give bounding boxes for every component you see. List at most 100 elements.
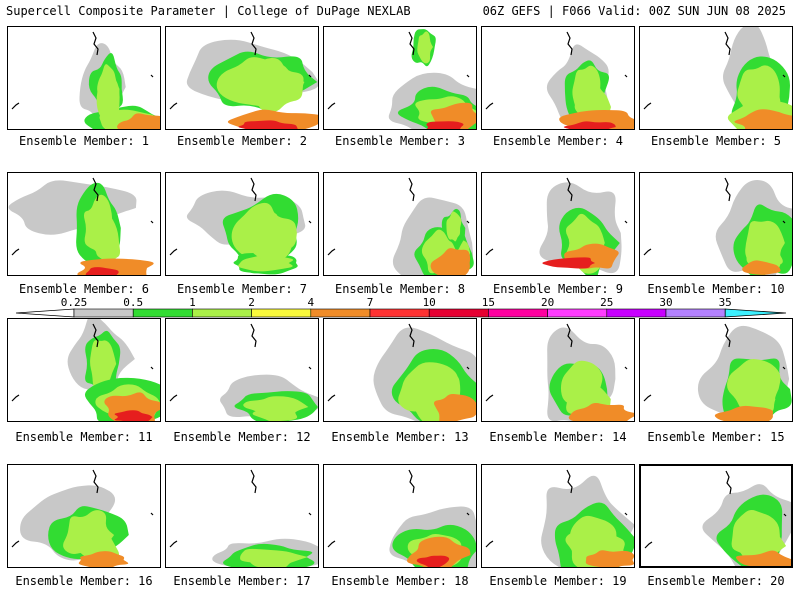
lake-michigan-coast bbox=[408, 323, 415, 348]
member-panel-7[interactable] bbox=[165, 172, 319, 276]
member-map-17 bbox=[169, 469, 318, 567]
member-panel-20[interactable] bbox=[639, 464, 793, 568]
lake-michigan-coast bbox=[566, 469, 573, 494]
lake-michigan-coast bbox=[250, 323, 257, 348]
coast-dot bbox=[150, 220, 154, 224]
lake-michigan-coast bbox=[408, 469, 415, 494]
gulf-coast-segment bbox=[643, 248, 652, 256]
member-panel-5[interactable] bbox=[639, 26, 793, 130]
member-caption-8: Ensemble Member: 8 bbox=[334, 282, 466, 296]
scp-contour-fill bbox=[238, 120, 298, 129]
member-panel-14[interactable] bbox=[481, 318, 635, 422]
legend-swatch bbox=[428, 308, 489, 318]
member-map-12 bbox=[169, 323, 318, 421]
coast-dot bbox=[783, 513, 787, 517]
member-panel-10[interactable] bbox=[639, 172, 793, 276]
legend-tick-label: 4 bbox=[307, 296, 314, 309]
lake-michigan-coast bbox=[724, 177, 731, 202]
lake-michigan-coast bbox=[250, 177, 257, 202]
scp-contour-fill bbox=[251, 213, 294, 262]
member-map-6 bbox=[8, 177, 154, 275]
member-caption-7: Ensemble Member: 7 bbox=[176, 282, 308, 296]
member-caption-12: Ensemble Member: 12 bbox=[173, 430, 311, 444]
lake-michigan-coast bbox=[92, 323, 99, 348]
member-caption-9: Ensemble Member: 9 bbox=[492, 282, 624, 296]
coast-dot bbox=[466, 74, 470, 78]
gulf-coast-segment bbox=[643, 102, 652, 110]
member-panel-1[interactable] bbox=[7, 26, 161, 130]
lake-michigan-coast bbox=[566, 177, 573, 202]
member-caption-17: Ensemble Member: 17 bbox=[173, 574, 311, 588]
member-panel-15[interactable] bbox=[639, 318, 793, 422]
member-panel-16[interactable] bbox=[7, 464, 161, 568]
coast-dot bbox=[150, 512, 154, 516]
scp-contour-fill bbox=[96, 78, 120, 124]
scp-contour-fill bbox=[241, 57, 304, 113]
scp-contour-fill bbox=[542, 257, 595, 269]
member-panel-13[interactable] bbox=[323, 318, 477, 422]
legend-swatch bbox=[192, 308, 252, 318]
member-panel-12[interactable] bbox=[165, 318, 319, 422]
member-panel-2[interactable] bbox=[165, 26, 319, 130]
coast-dot bbox=[782, 220, 786, 224]
member-caption-10: Ensemble Member: 10 bbox=[647, 282, 785, 296]
member-panel-9[interactable] bbox=[481, 172, 635, 276]
gulf-coast-segment bbox=[169, 248, 178, 256]
lake-michigan-coast bbox=[724, 31, 731, 56]
member-caption-19: Ensemble Member: 19 bbox=[489, 574, 627, 588]
scp-contour-fill bbox=[742, 260, 781, 275]
gulf-coast-segment bbox=[644, 541, 653, 549]
legend-tick-label: 2 bbox=[248, 296, 255, 309]
member-map-10 bbox=[643, 177, 792, 275]
member-panel-4[interactable] bbox=[481, 26, 635, 130]
member-panel-11[interactable] bbox=[7, 318, 161, 422]
member-panel-18[interactable] bbox=[323, 464, 477, 568]
member-map-8 bbox=[327, 177, 474, 275]
gulf-coast-segment bbox=[169, 394, 178, 402]
lake-michigan-coast bbox=[725, 470, 732, 495]
member-panel-6[interactable] bbox=[7, 172, 161, 276]
legend-swatch bbox=[369, 308, 430, 318]
legend-swatch bbox=[665, 308, 726, 318]
scp-contour-fill bbox=[433, 393, 476, 421]
gulf-coast-segment bbox=[169, 102, 178, 110]
coast-dot bbox=[308, 74, 312, 78]
lake-michigan-coast bbox=[92, 177, 99, 202]
scp-contour-fill bbox=[735, 550, 791, 566]
coast-dot bbox=[308, 220, 312, 224]
member-map-7 bbox=[169, 177, 312, 275]
gulf-coast-segment bbox=[327, 394, 336, 402]
coast-dot bbox=[466, 366, 470, 370]
lake-michigan-coast bbox=[724, 323, 731, 348]
member-panel-19[interactable] bbox=[481, 464, 635, 568]
legend-color-bar: 0.25 0.5 1 2 4 7 10 15 20 25 30 35 bbox=[15, 296, 787, 318]
scp-contour-fill bbox=[252, 406, 298, 421]
member-panel-8[interactable] bbox=[323, 172, 477, 276]
coast-dot bbox=[308, 512, 312, 516]
member-map-4 bbox=[485, 31, 634, 129]
member-panel-3[interactable] bbox=[323, 26, 477, 130]
run-valid-time: 06Z GEFS | F066 Valid: 00Z SUN JUN 08 20… bbox=[482, 4, 786, 18]
scp-contour-fill bbox=[446, 211, 462, 242]
scp-contour-fill bbox=[78, 551, 129, 567]
member-panel-17[interactable] bbox=[165, 464, 319, 568]
coast-dot bbox=[308, 366, 312, 370]
coast-dot bbox=[150, 74, 154, 78]
member-map-15 bbox=[643, 323, 792, 421]
member-caption-14: Ensemble Member: 14 bbox=[489, 430, 627, 444]
member-map-16 bbox=[11, 469, 154, 567]
lake-michigan-coast bbox=[408, 31, 415, 56]
gulf-coast-segment bbox=[169, 540, 178, 548]
member-caption-11: Ensemble Member: 11 bbox=[15, 430, 153, 444]
scp-contour-fill bbox=[416, 555, 450, 567]
legend-swatch bbox=[132, 308, 193, 318]
scp-contour-fill bbox=[430, 248, 471, 275]
gulf-coast-segment bbox=[11, 248, 20, 256]
scp-contour-fill bbox=[568, 403, 634, 421]
coast-dot bbox=[624, 220, 628, 224]
gulf-coast-segment bbox=[485, 248, 494, 256]
gulf-coast-segment bbox=[11, 102, 20, 110]
coast-dot bbox=[624, 512, 628, 516]
legend-tick-label: 25 bbox=[600, 296, 613, 309]
gulf-coast-segment bbox=[643, 394, 652, 402]
